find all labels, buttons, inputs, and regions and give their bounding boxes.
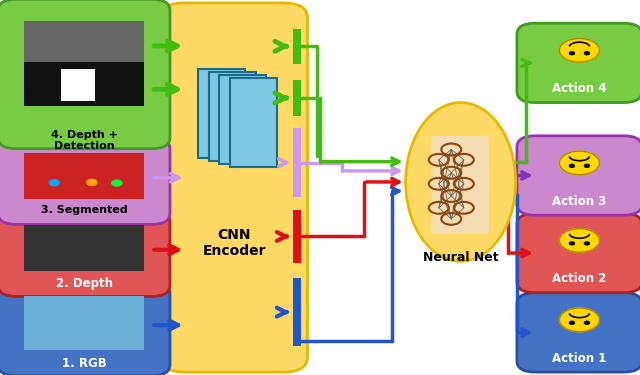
FancyBboxPatch shape (0, 210, 170, 296)
FancyBboxPatch shape (198, 69, 245, 158)
Text: Action 1: Action 1 (552, 352, 607, 365)
FancyBboxPatch shape (61, 69, 95, 101)
Circle shape (559, 308, 600, 332)
FancyBboxPatch shape (293, 210, 301, 263)
Text: 1. RGB: 1. RGB (61, 357, 106, 370)
Circle shape (570, 52, 575, 55)
FancyBboxPatch shape (24, 56, 144, 106)
Circle shape (87, 179, 97, 185)
FancyBboxPatch shape (293, 128, 301, 197)
Circle shape (559, 151, 600, 175)
FancyBboxPatch shape (209, 72, 255, 161)
FancyBboxPatch shape (293, 80, 301, 116)
Text: Action 3: Action 3 (552, 195, 607, 208)
Ellipse shape (406, 103, 516, 261)
Circle shape (584, 52, 589, 55)
Text: 3. Segmented: 3. Segmented (41, 205, 127, 215)
FancyBboxPatch shape (161, 3, 307, 372)
Text: 4. Depth +
Detection: 4. Depth + Detection (51, 129, 118, 151)
FancyBboxPatch shape (0, 138, 170, 224)
FancyBboxPatch shape (293, 278, 301, 346)
FancyBboxPatch shape (517, 23, 640, 103)
FancyBboxPatch shape (0, 282, 170, 375)
Circle shape (584, 242, 589, 245)
Text: Neural Net: Neural Net (423, 251, 499, 264)
FancyBboxPatch shape (517, 136, 640, 215)
Circle shape (570, 242, 575, 245)
Circle shape (559, 229, 600, 252)
Circle shape (112, 180, 122, 186)
FancyBboxPatch shape (517, 213, 640, 293)
Text: 2. Depth: 2. Depth (56, 277, 113, 290)
FancyBboxPatch shape (24, 225, 144, 272)
FancyBboxPatch shape (293, 29, 301, 64)
FancyBboxPatch shape (24, 153, 144, 200)
FancyBboxPatch shape (24, 66, 144, 106)
Text: CNN
Encoder: CNN Encoder (202, 228, 266, 258)
Circle shape (584, 321, 589, 324)
Circle shape (559, 39, 600, 62)
Circle shape (49, 180, 60, 186)
FancyBboxPatch shape (24, 21, 144, 62)
FancyBboxPatch shape (24, 296, 144, 350)
FancyBboxPatch shape (230, 78, 277, 167)
Circle shape (570, 164, 575, 167)
FancyBboxPatch shape (517, 293, 640, 372)
Circle shape (584, 164, 589, 167)
FancyBboxPatch shape (0, 0, 170, 149)
Text: Action 2: Action 2 (552, 272, 607, 285)
FancyBboxPatch shape (220, 75, 266, 164)
FancyBboxPatch shape (431, 136, 489, 234)
Text: Action 4: Action 4 (552, 82, 607, 95)
Circle shape (570, 321, 575, 324)
